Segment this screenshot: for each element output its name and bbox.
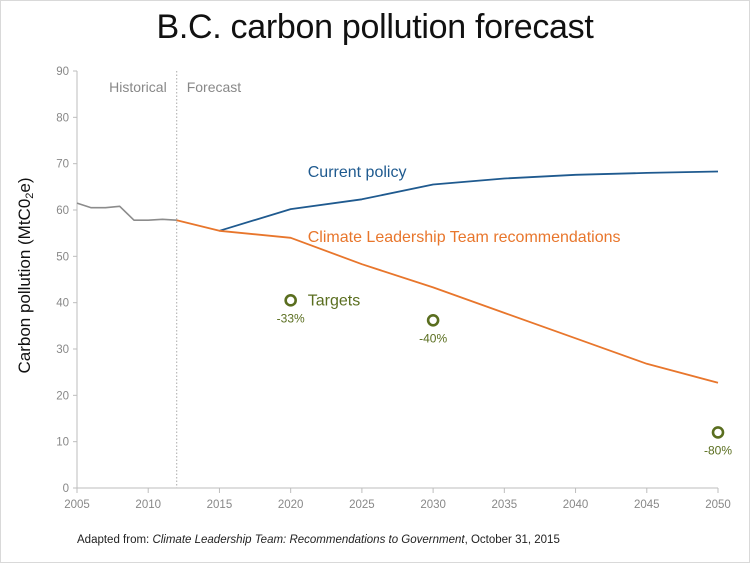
y-tick-label: 0: [63, 483, 69, 495]
x-tick-label: 2030: [420, 499, 446, 511]
series-line-historical: [76, 202, 177, 221]
y-tick-label: 60: [56, 205, 69, 217]
y-tick-label: 50: [56, 251, 69, 263]
y-tick-label: 20: [56, 390, 69, 402]
caption-suffix: , October 31, 2015: [464, 534, 560, 546]
source-caption: Adapted from: Climate Leadership Team: R…: [77, 534, 560, 546]
series-label-clt: Climate Leadership Team recommendations: [308, 229, 621, 246]
target-label: -40%: [419, 331, 447, 345]
target-marker: [711, 426, 725, 439]
chart-title: B.C. carbon pollution forecast: [156, 8, 594, 46]
x-tick-label: 2040: [563, 499, 589, 511]
x-tick-label: 2015: [207, 499, 233, 511]
series-label-targets: Targets: [308, 293, 360, 310]
y-tick-label: 40: [56, 298, 69, 310]
x-tick-label: 2035: [492, 499, 518, 511]
y-tick-label: 10: [56, 437, 69, 449]
target-label: -80%: [704, 443, 732, 457]
period-label-forecast: Forecast: [187, 79, 242, 95]
y-tick-label: 90: [56, 66, 69, 78]
series-labels: Current policy Climate Leadership Team re…: [308, 164, 621, 310]
series-lines: [76, 170, 719, 384]
x-tick-label: 2020: [278, 499, 304, 511]
x-tick-label: 2005: [64, 499, 90, 511]
period-label-historical: Historical: [109, 79, 167, 95]
y-tick-label: 80: [56, 112, 69, 124]
target-marker: [426, 313, 440, 327]
series-line-current: [219, 170, 719, 232]
x-tick-label: 2010: [135, 499, 161, 511]
target-marker: [284, 294, 297, 307]
caption-prefix: Adapted from:: [77, 534, 153, 546]
x-tick-label: 2050: [705, 499, 731, 511]
series-line-clt: [176, 219, 719, 384]
series-label-current: Current policy: [308, 164, 407, 181]
x-tick-label: 2045: [634, 499, 660, 511]
x-tick-label: 2025: [349, 499, 375, 511]
y-tick-label: 30: [56, 344, 69, 356]
y-tick-label: 70: [56, 159, 69, 171]
caption-source: Climate Leadership Team: Recommendations…: [152, 534, 465, 546]
target-label: -33%: [277, 311, 305, 325]
y-axis-label: Carbon pollution (MtC02e): [15, 177, 36, 373]
target-markers: -33% -40% -80%: [277, 294, 732, 457]
